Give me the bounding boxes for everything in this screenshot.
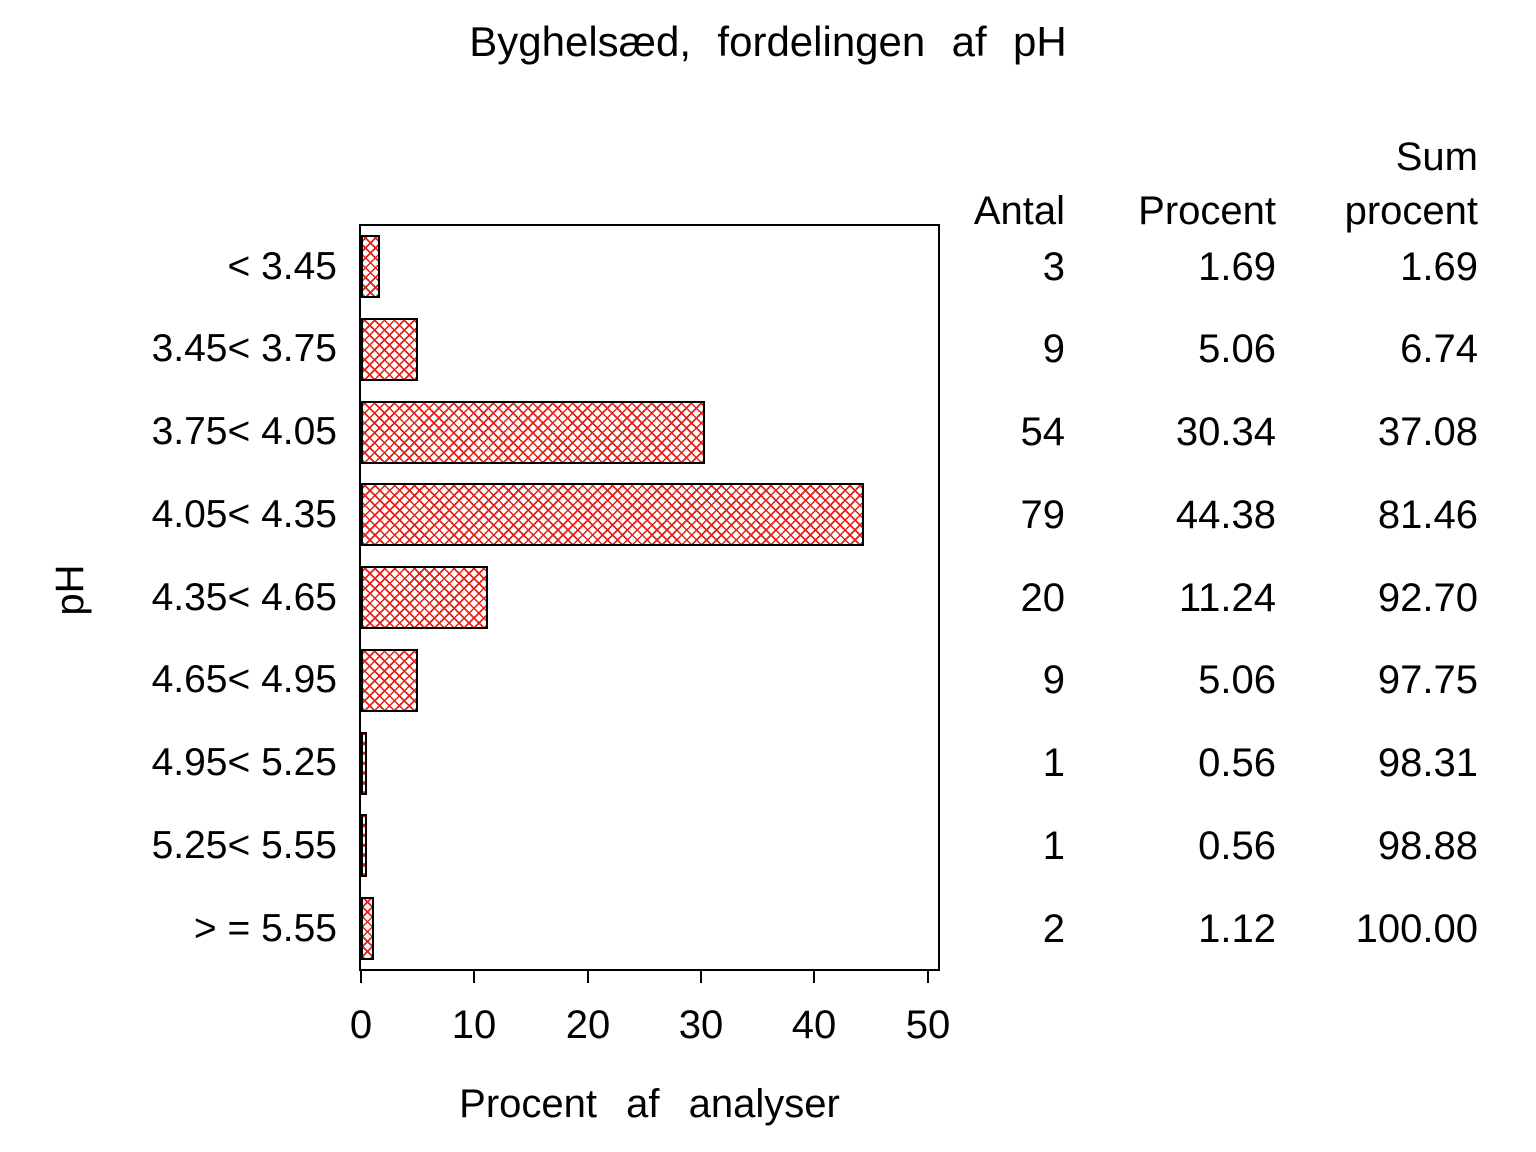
- table-cell-antal: 9: [1042, 327, 1065, 371]
- table-cell-antal: 3: [1042, 245, 1065, 289]
- x-axis-tick-label: 0: [349, 1003, 373, 1047]
- table-cell-sum: 6.74: [1400, 327, 1478, 371]
- x-axis-tick-label: 20: [565, 1003, 611, 1047]
- plot-area: [359, 224, 940, 971]
- bar-4.95< 5.25: [361, 732, 367, 795]
- x-axis-tick: [927, 969, 929, 983]
- table-cell-procent: 0.56: [1198, 824, 1276, 868]
- category-label: 4.05< 4.35: [151, 493, 337, 536]
- table-cell-antal: 2: [1042, 907, 1065, 951]
- bar-4.05< 4.35: [361, 483, 864, 546]
- table-cell-antal: 79: [1020, 493, 1066, 537]
- table-cell-sum: 98.88: [1377, 824, 1478, 868]
- table-cell-procent: 1.12: [1198, 907, 1276, 951]
- table-cell-sum: 97.75: [1377, 658, 1478, 702]
- x-axis-tick-label: 50: [905, 1003, 951, 1047]
- category-label: 5.25< 5.55: [151, 824, 337, 867]
- table-cell-antal: 9: [1042, 658, 1065, 702]
- category-label: > = 5.55: [193, 907, 337, 950]
- chart-title: Byghelsæd, fordelingen af pH: [469, 18, 1067, 65]
- category-label: 4.35< 4.65: [151, 576, 337, 619]
- column-header-procent: Procent: [1138, 189, 1276, 233]
- bar-5.25< 5.55: [361, 814, 367, 877]
- x-axis-tick: [360, 969, 362, 983]
- column-header-sum-line1: Sum: [1395, 135, 1478, 179]
- x-axis-tick: [473, 969, 475, 983]
- table-cell-procent: 30.34: [1175, 410, 1276, 454]
- x-axis-tick-label: 40: [791, 1003, 837, 1047]
- table-cell-procent: 0.56: [1198, 741, 1276, 785]
- x-axis-tick: [587, 969, 589, 983]
- table-cell-procent: 5.06: [1198, 327, 1276, 371]
- table-cell-sum: 1.69: [1400, 245, 1478, 289]
- table-cell-procent: 44.38: [1175, 493, 1276, 537]
- column-header-sum-line2: procent: [1344, 189, 1478, 233]
- table-cell-sum: 81.46: [1377, 493, 1478, 537]
- table-cell-procent: 1.69: [1198, 245, 1276, 289]
- x-axis-tick-label: 10: [451, 1003, 497, 1047]
- table-cell-antal: 1: [1042, 741, 1065, 785]
- x-axis-title: Procent af analyser: [459, 1082, 840, 1126]
- table-cell-sum: 92.70: [1377, 576, 1478, 620]
- table-cell-antal: 54: [1020, 410, 1066, 454]
- x-axis-tick: [700, 969, 702, 983]
- column-header-antal: Antal: [973, 189, 1065, 233]
- bar-> = 5.55: [361, 897, 374, 960]
- x-axis-tick-label: 30: [678, 1003, 724, 1047]
- category-label: 3.45< 3.75: [151, 327, 337, 370]
- bar-3.45< 3.75: [361, 318, 418, 381]
- category-label: 4.65< 4.95: [151, 658, 337, 701]
- bar-3.75< 4.05: [361, 401, 705, 464]
- table-cell-procent: 11.24: [1178, 576, 1276, 620]
- table-cell-sum: 98.31: [1377, 741, 1478, 785]
- category-label: < 3.45: [227, 245, 337, 288]
- table-cell-sum: 37.08: [1377, 410, 1478, 454]
- x-axis-tick: [813, 969, 815, 983]
- table-cell-antal: 1: [1042, 824, 1065, 868]
- bar-< 3.45: [361, 235, 380, 298]
- bar-4.65< 4.95: [361, 649, 418, 712]
- category-label: 3.75< 4.05: [151, 410, 337, 453]
- bar-4.35< 4.65: [361, 566, 488, 629]
- table-cell-antal: 20: [1020, 576, 1066, 620]
- category-label: 4.95< 5.25: [151, 741, 337, 784]
- table-cell-procent: 5.06: [1198, 658, 1276, 702]
- table-cell-sum: 100.00: [1355, 907, 1478, 951]
